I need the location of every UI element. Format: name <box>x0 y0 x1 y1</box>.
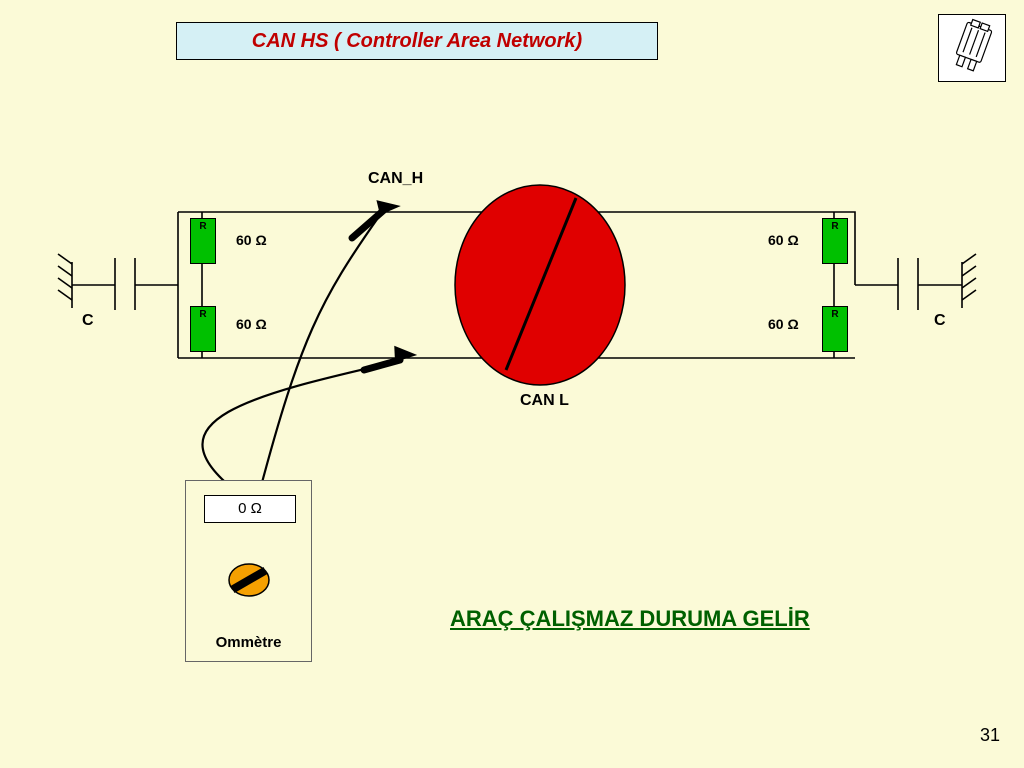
label-ohm-br: 60 Ω <box>768 316 799 332</box>
resistor-top-left: R <box>190 218 216 264</box>
ohmmeter-knob-icon <box>228 559 270 601</box>
label-c-left: C <box>82 312 94 330</box>
label-ohm-tr: 60 Ω <box>768 232 799 248</box>
resistor-bot-left: R <box>190 306 216 352</box>
warning-text: ARAÇ ÇALIŞMAZ DURUMA GELİR <box>450 606 810 632</box>
resistor-top-right: R <box>822 218 848 264</box>
resistor-bot-right: R <box>822 306 848 352</box>
ohmmeter: 0 Ω Ommètre <box>185 480 312 662</box>
label-can-l: CAN L <box>520 392 569 410</box>
label-ohm-tl: 60 Ω <box>236 232 267 248</box>
ohmmeter-label: Ommètre <box>186 634 311 651</box>
label-can-h: CAN_H <box>368 170 423 188</box>
label-ohm-bl: 60 Ω <box>236 316 267 332</box>
page-number: 31 <box>980 725 1000 746</box>
circuit-diagram <box>0 0 1024 768</box>
label-c-right: C <box>934 312 946 330</box>
ohmmeter-reading: 0 Ω <box>204 495 296 523</box>
